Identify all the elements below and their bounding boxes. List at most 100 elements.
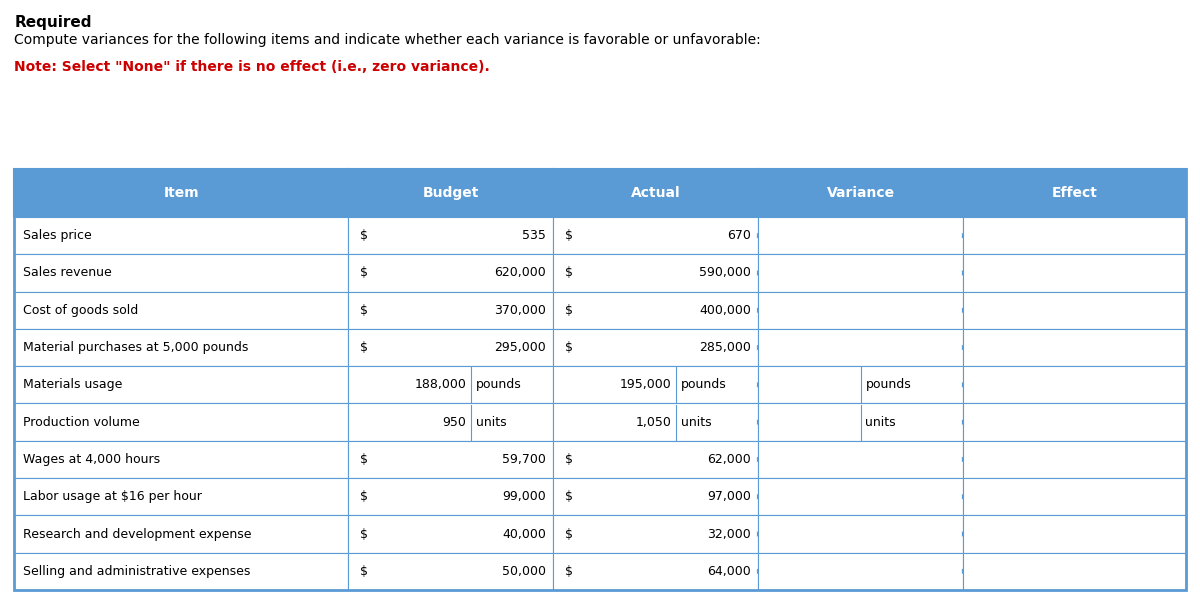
Text: $: $ bbox=[360, 229, 368, 242]
Bar bbox=[964, 553, 1186, 590]
Text: 950: 950 bbox=[443, 415, 467, 429]
Polygon shape bbox=[962, 457, 972, 462]
Text: 50,000: 50,000 bbox=[502, 565, 546, 578]
Bar bbox=[758, 291, 964, 329]
Bar bbox=[348, 291, 553, 329]
Text: Actual: Actual bbox=[631, 186, 680, 200]
Bar bbox=[758, 254, 964, 291]
Bar bbox=[553, 478, 758, 515]
Bar bbox=[14, 217, 348, 254]
Text: 535: 535 bbox=[522, 229, 546, 242]
Polygon shape bbox=[962, 345, 972, 350]
Text: Note: Select "None" if there is no effect (i.e., zero variance).: Note: Select "None" if there is no effec… bbox=[14, 60, 490, 74]
Text: pounds: pounds bbox=[476, 378, 522, 391]
Text: Compute variances for the following items and indicate whether each variance is : Compute variances for the following item… bbox=[14, 33, 761, 47]
Bar bbox=[758, 478, 964, 515]
Text: $: $ bbox=[360, 453, 368, 466]
Text: $: $ bbox=[565, 229, 574, 242]
Polygon shape bbox=[757, 494, 767, 499]
Text: $: $ bbox=[360, 565, 368, 578]
Bar bbox=[14, 291, 348, 329]
Text: pounds: pounds bbox=[680, 378, 727, 391]
Bar bbox=[553, 553, 758, 590]
Text: Sales price: Sales price bbox=[23, 229, 91, 242]
Bar bbox=[758, 553, 964, 590]
Bar bbox=[348, 366, 553, 403]
Bar bbox=[14, 254, 348, 291]
Text: Budget: Budget bbox=[422, 186, 479, 200]
Text: Effect: Effect bbox=[1051, 186, 1097, 200]
Text: 295,000: 295,000 bbox=[494, 341, 546, 354]
Text: $: $ bbox=[565, 527, 574, 541]
Polygon shape bbox=[757, 382, 767, 387]
Text: pounds: pounds bbox=[865, 378, 911, 391]
Bar bbox=[553, 217, 758, 254]
Bar bbox=[14, 441, 348, 478]
Text: 188,000: 188,000 bbox=[414, 378, 467, 391]
Bar bbox=[14, 515, 348, 553]
Bar bbox=[553, 515, 758, 553]
Text: 32,000: 32,000 bbox=[707, 527, 751, 541]
Bar bbox=[553, 169, 758, 217]
Bar bbox=[964, 478, 1186, 515]
Text: 62,000: 62,000 bbox=[707, 453, 751, 466]
Text: units: units bbox=[680, 415, 712, 429]
Bar bbox=[348, 169, 553, 217]
Bar bbox=[14, 403, 348, 441]
Bar bbox=[964, 291, 1186, 329]
Text: Required: Required bbox=[14, 15, 92, 30]
Bar bbox=[348, 254, 553, 291]
Bar bbox=[14, 478, 348, 515]
Text: 59,700: 59,700 bbox=[502, 453, 546, 466]
Polygon shape bbox=[962, 494, 972, 499]
Text: Production volume: Production volume bbox=[23, 415, 139, 429]
Bar bbox=[758, 366, 964, 403]
Polygon shape bbox=[757, 457, 767, 462]
Bar bbox=[964, 329, 1186, 366]
Bar bbox=[964, 217, 1186, 254]
Bar bbox=[14, 329, 348, 366]
Bar bbox=[758, 515, 964, 553]
Text: $: $ bbox=[360, 267, 368, 279]
Bar bbox=[553, 403, 758, 441]
Text: units: units bbox=[476, 415, 506, 429]
Bar bbox=[348, 329, 553, 366]
Bar bbox=[348, 553, 553, 590]
Text: 590,000: 590,000 bbox=[700, 267, 751, 279]
Bar bbox=[553, 441, 758, 478]
Text: Material purchases at 5,000 pounds: Material purchases at 5,000 pounds bbox=[23, 341, 248, 354]
Bar bbox=[758, 403, 964, 441]
Bar bbox=[758, 441, 964, 478]
Polygon shape bbox=[962, 420, 972, 424]
Text: 195,000: 195,000 bbox=[619, 378, 671, 391]
Text: 99,000: 99,000 bbox=[503, 490, 546, 503]
Text: $: $ bbox=[360, 304, 368, 317]
Text: Selling and administrative expenses: Selling and administrative expenses bbox=[23, 565, 250, 578]
Text: Variance: Variance bbox=[827, 186, 895, 200]
Bar bbox=[14, 169, 1186, 590]
Text: Materials usage: Materials usage bbox=[23, 378, 122, 391]
Text: 64,000: 64,000 bbox=[707, 565, 751, 578]
Bar bbox=[348, 441, 553, 478]
Text: $: $ bbox=[565, 565, 574, 578]
Text: Item: Item bbox=[163, 186, 199, 200]
Polygon shape bbox=[962, 308, 972, 313]
Polygon shape bbox=[757, 308, 767, 313]
Bar bbox=[964, 515, 1186, 553]
Bar bbox=[553, 254, 758, 291]
Polygon shape bbox=[757, 532, 767, 536]
Text: Research and development expense: Research and development expense bbox=[23, 527, 251, 541]
Bar bbox=[348, 515, 553, 553]
Polygon shape bbox=[757, 345, 767, 350]
Text: Cost of goods sold: Cost of goods sold bbox=[23, 304, 138, 317]
Bar bbox=[964, 366, 1186, 403]
Polygon shape bbox=[962, 270, 972, 276]
Polygon shape bbox=[962, 382, 972, 387]
Polygon shape bbox=[757, 420, 767, 424]
Bar bbox=[14, 553, 348, 590]
Text: $: $ bbox=[565, 304, 574, 317]
Text: $: $ bbox=[360, 341, 368, 354]
Bar bbox=[758, 217, 964, 254]
Text: 620,000: 620,000 bbox=[494, 267, 546, 279]
Text: 97,000: 97,000 bbox=[707, 490, 751, 503]
